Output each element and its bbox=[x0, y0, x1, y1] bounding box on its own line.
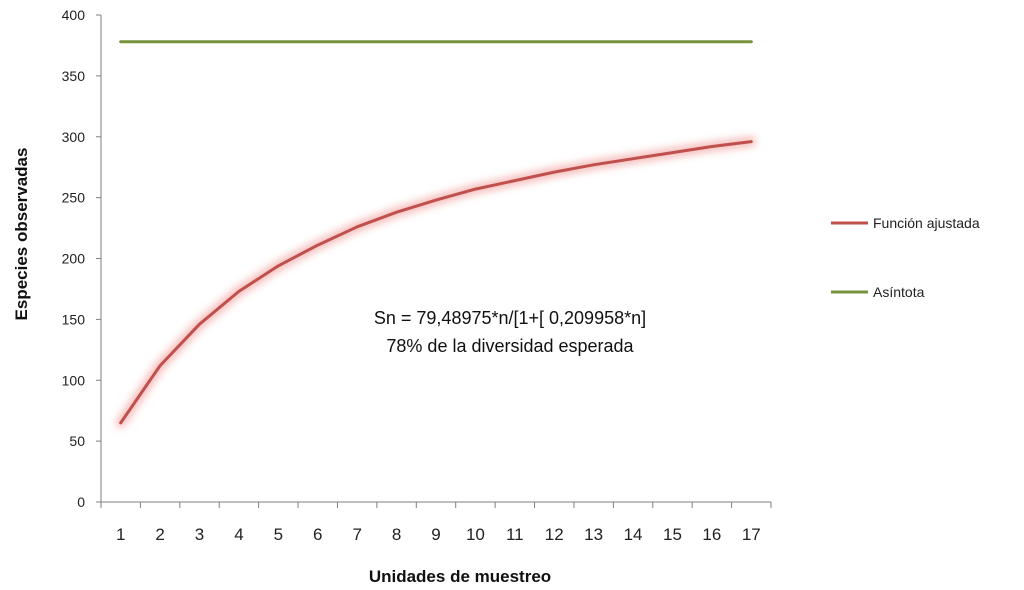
x-tick-label: 4 bbox=[234, 525, 243, 544]
legend: Función ajustada Asíntota bbox=[831, 215, 980, 300]
series-line-funcion-ajustada bbox=[119, 140, 753, 425]
x-tick-label: 3 bbox=[195, 525, 204, 544]
x-tick-label: 16 bbox=[702, 525, 721, 544]
series-layer bbox=[115, 36, 757, 428]
x-tick-label: 15 bbox=[663, 525, 682, 544]
x-tick-label: 7 bbox=[352, 525, 361, 544]
x-tick-label: 2 bbox=[155, 525, 164, 544]
x-tick-label: 9 bbox=[431, 525, 440, 544]
y-tick-label: 0 bbox=[77, 494, 85, 510]
y-tick-label: 100 bbox=[62, 372, 86, 388]
x-tick-label: 13 bbox=[584, 525, 603, 544]
y-tick-label: 350 bbox=[62, 68, 86, 84]
series-glow-funcion-ajustada bbox=[115, 136, 757, 428]
x-axis-title: Unidades de muestreo bbox=[369, 567, 551, 586]
y-tick-label: 250 bbox=[62, 190, 86, 206]
y-tick-label: 150 bbox=[62, 311, 86, 327]
x-tick-label: 6 bbox=[313, 525, 322, 544]
formula-annotation: Sn = 79,48975*n/[1+[ 0,209958*n] bbox=[374, 308, 646, 328]
x-tick-label: 10 bbox=[466, 525, 485, 544]
y-tick-label: 200 bbox=[62, 251, 86, 267]
y-tick-label: 300 bbox=[62, 129, 86, 145]
y-axis-title: Especies observadas bbox=[12, 148, 31, 321]
x-tick-label: 17 bbox=[742, 525, 761, 544]
x-tick-label: 8 bbox=[392, 525, 401, 544]
x-tick-label: 1 bbox=[116, 525, 125, 544]
x-tick-label: 11 bbox=[506, 525, 524, 544]
y-tick-label: 400 bbox=[62, 7, 86, 23]
x-tick-label: 12 bbox=[545, 525, 564, 544]
x-tick-label: 14 bbox=[624, 525, 643, 544]
legend-label-asintota: Asíntota bbox=[873, 284, 925, 300]
labels-layer: Especies observadas Unidades de muestreo… bbox=[12, 148, 646, 586]
y-tick-label: 50 bbox=[69, 433, 85, 449]
x-tick-label: 5 bbox=[274, 525, 283, 544]
diversity-annotation: 78% de la diversidad esperada bbox=[386, 336, 634, 356]
legend-label-funcion-ajustada: Función ajustada bbox=[873, 215, 980, 231]
